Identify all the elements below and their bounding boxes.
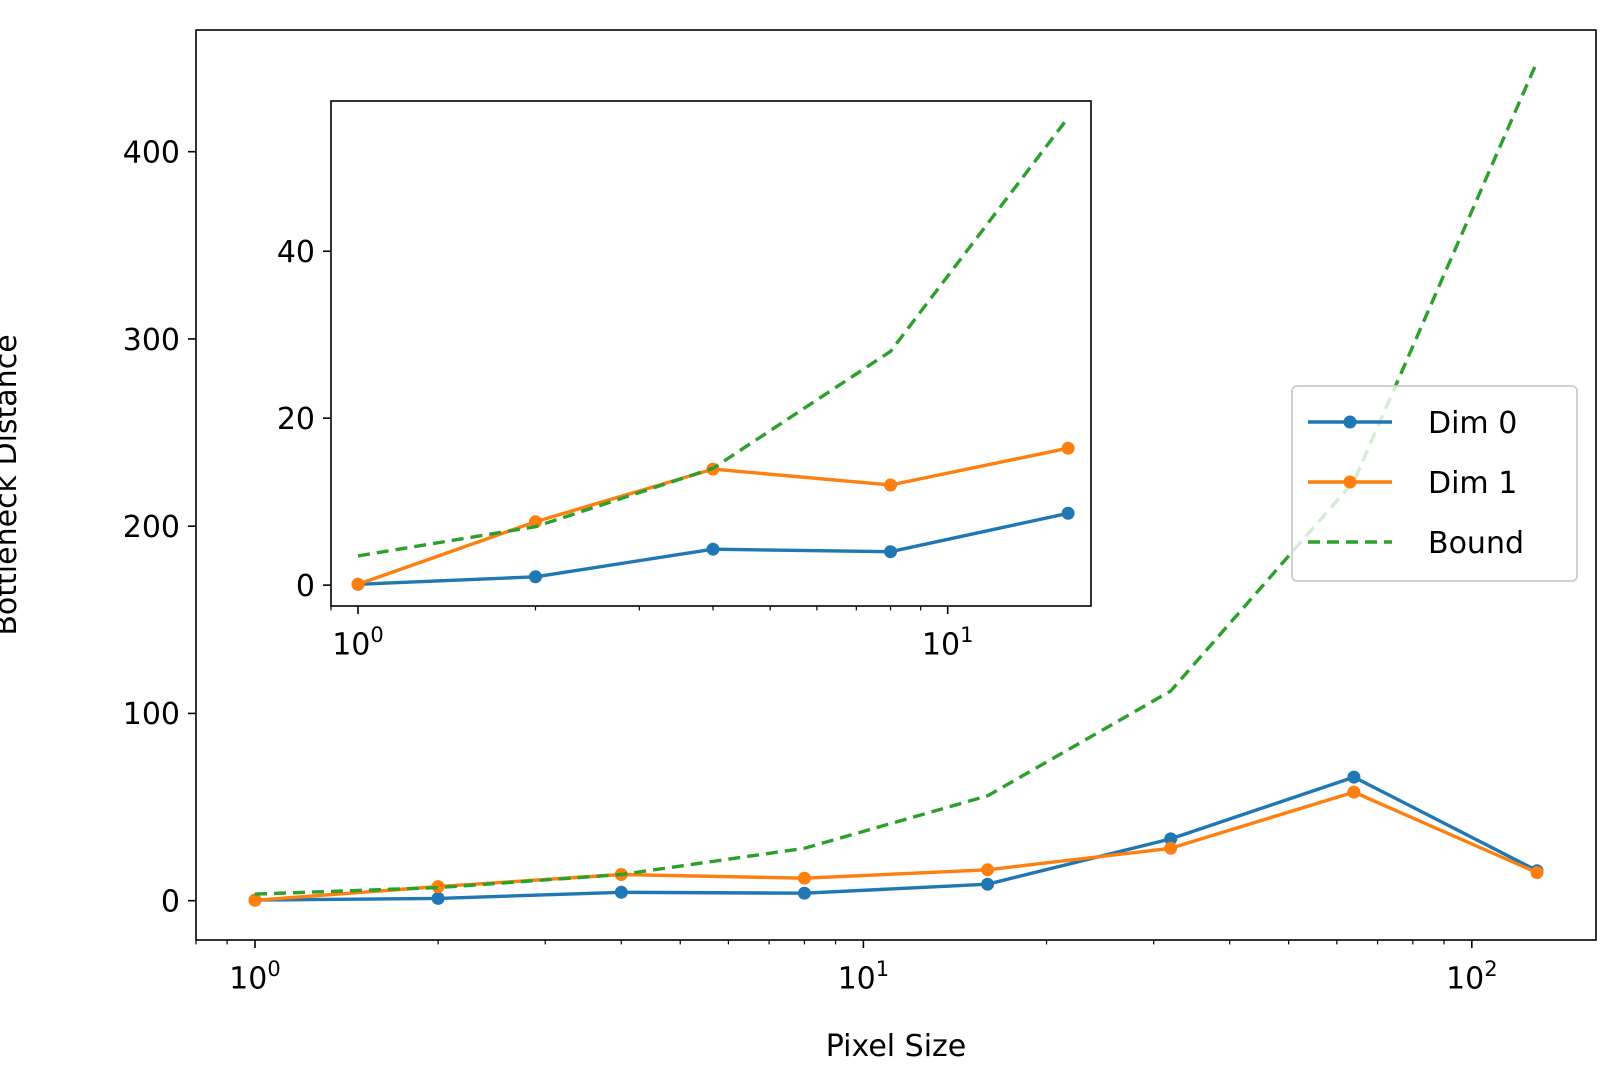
main-dim-1-point: [797, 871, 811, 885]
inset-series-bound-line: [357, 116, 1070, 558]
inset-series-group: [351, 116, 1075, 591]
main-series-dim-0-line: [254, 775, 1538, 902]
main-dim-0-point: [614, 885, 628, 899]
main-axes-frame: [195, 29, 1597, 941]
main-dim-1-point: [248, 893, 262, 907]
main-dim-0-point: [797, 886, 811, 900]
main-x-tick-label: 101: [838, 957, 890, 997]
inset-dim-1-point: [1061, 441, 1075, 455]
main-x-tick-label: 100: [229, 957, 281, 997]
inset-dim-0-point: [1061, 506, 1075, 520]
inset-y-tick-label: 20: [277, 402, 315, 437]
main-dim-1-point: [431, 880, 445, 894]
main-x-tick-label: 102: [1446, 957, 1498, 997]
inset-dim-1-point: [884, 478, 897, 492]
main-y-tick-label: 200: [123, 510, 180, 545]
inset-x-tick-label: 101: [922, 623, 974, 663]
main-dim-1-point: [981, 863, 995, 877]
inset-dim-0-point: [529, 570, 542, 584]
legend-label-dim-1: Dim 1: [1428, 466, 1517, 501]
main-y-tick-label: 400: [123, 136, 180, 171]
main-y-tick-label: 100: [123, 697, 180, 732]
main-dim-1-point: [1347, 785, 1361, 799]
legend-label-bound: Bound: [1428, 526, 1524, 561]
main-dim-1-point: [1530, 866, 1544, 880]
inset-chart: 0 20 40 100 101: [277, 100, 1092, 663]
legend-marker-dim-1: [1343, 475, 1357, 489]
inset-y-tick-label: 0: [296, 569, 315, 604]
inset-dim-0-point: [884, 545, 897, 559]
main-x-axis-label: Pixel Size: [826, 1029, 967, 1064]
main-dim-1-point: [1164, 841, 1178, 855]
main-dim-0-point: [1347, 770, 1361, 784]
inset-axes-frame: [330, 100, 1092, 607]
inset-dim-0-point: [706, 542, 720, 556]
inset-dim-1-point: [351, 577, 365, 591]
main-y-tick-label: 300: [123, 323, 180, 358]
inset-y-tick-label: 40: [277, 235, 315, 270]
main-y-tick-label: 0: [161, 884, 180, 919]
legend-label-dim-0: Dim 0: [1428, 406, 1517, 441]
main-dim-0-point: [431, 891, 445, 905]
main-y-axis-label: Bottleneck Distance: [0, 334, 24, 635]
inset-dim-1-point: [529, 515, 542, 529]
legend: Dim 0 Dim 1 Bound: [1291, 385, 1578, 582]
legend-marker-dim-0: [1343, 415, 1357, 429]
inset-x-tick-label: 100: [332, 623, 384, 663]
main-dim-0-point: [981, 877, 995, 891]
inset-plot-area: [331, 101, 1091, 606]
main-dim-0-point: [1164, 832, 1178, 846]
